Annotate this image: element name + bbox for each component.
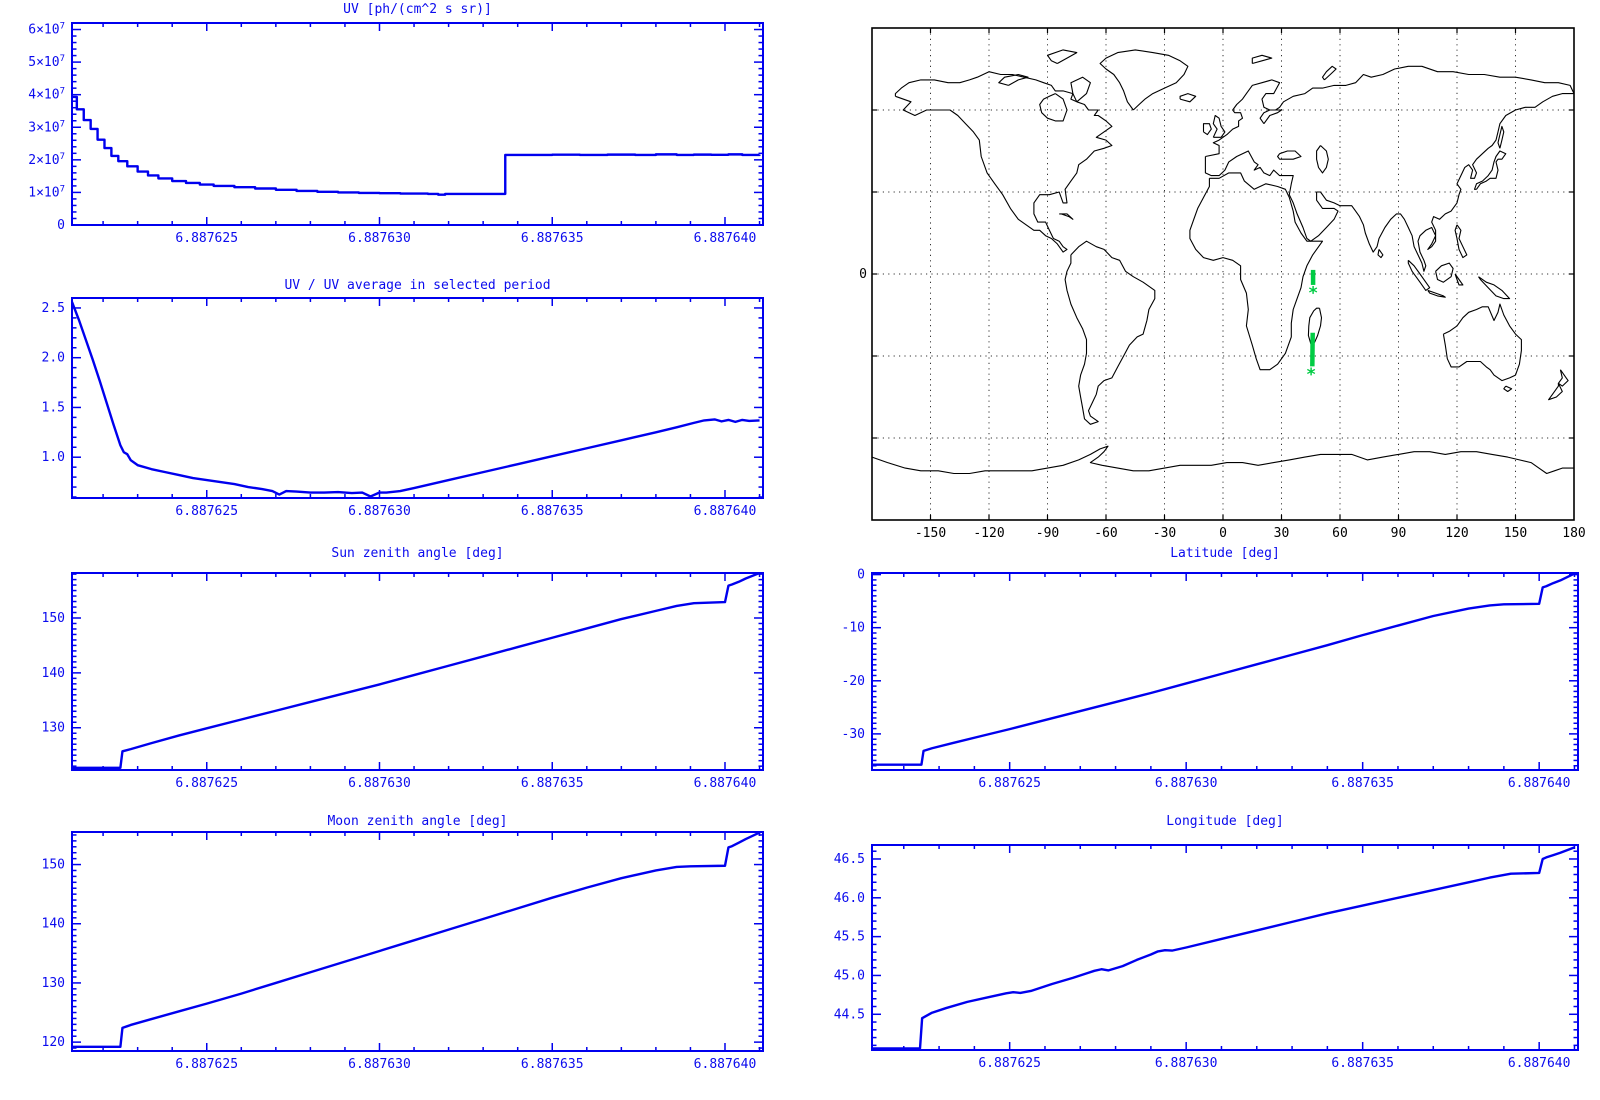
svg-text:2×107: 2×107 — [28, 152, 65, 168]
svg-text:6.887640: 6.887640 — [694, 776, 757, 791]
svg-text:6.887635: 6.887635 — [1331, 776, 1394, 791]
svg-text:-10: -10 — [842, 621, 865, 636]
svg-text:6.887640: 6.887640 — [1508, 776, 1571, 791]
svg-text:0: 0 — [1219, 526, 1227, 541]
svg-text:130: 130 — [42, 976, 65, 991]
uv-ratio-chart-title: UV / UV average in selected period — [284, 278, 551, 293]
svg-text:2.0: 2.0 — [42, 351, 65, 366]
svg-text:1.5: 1.5 — [42, 400, 65, 415]
svg-text:1.0: 1.0 — [42, 450, 65, 465]
svg-text:6.887630: 6.887630 — [1155, 776, 1218, 791]
svg-text:-150: -150 — [915, 526, 946, 541]
svg-text:-30: -30 — [842, 727, 865, 742]
svg-text:6.887640: 6.887640 — [694, 231, 757, 246]
svg-text:6.887635: 6.887635 — [521, 504, 584, 519]
svg-text:6.887625: 6.887625 — [978, 776, 1041, 791]
svg-text:120: 120 — [1445, 526, 1468, 541]
svg-text:150: 150 — [1504, 526, 1527, 541]
svg-text:46.5: 46.5 — [834, 852, 865, 867]
svg-text:90: 90 — [1391, 526, 1407, 541]
moon-zenith-chart-title: Moon zenith angle [deg] — [327, 814, 508, 829]
svg-text:1×107: 1×107 — [28, 184, 65, 200]
longitude-chart-title: Longitude [deg] — [1166, 814, 1284, 829]
svg-text:6.887630: 6.887630 — [348, 776, 411, 791]
sun-zenith-chart-title: Sun zenith angle [deg] — [331, 546, 504, 561]
svg-text:150: 150 — [42, 858, 65, 873]
svg-text:6.887625: 6.887625 — [175, 231, 238, 246]
svg-text:140: 140 — [42, 666, 65, 681]
svg-text:180: 180 — [1562, 526, 1585, 541]
svg-text:-120: -120 — [973, 526, 1004, 541]
svg-text:-20: -20 — [842, 674, 865, 689]
svg-text:44.5: 44.5 — [834, 1007, 865, 1022]
svg-text:6.887625: 6.887625 — [175, 776, 238, 791]
svg-text:0: 0 — [57, 218, 65, 233]
svg-text:2.5: 2.5 — [42, 301, 65, 316]
svg-text:6.887640: 6.887640 — [694, 504, 757, 519]
moon-zenith-plot-svg: 6.887625 6.887630 6.887635 6.887640 120 130 14… — [42, 831, 764, 1072]
svg-text:6×107: 6×107 — [28, 22, 65, 38]
longitude-plot-svg: 6.887625 6.887630 6.887635 6.887640 44.5 45.0… — [834, 844, 1579, 1071]
svg-text:3×107: 3×107 — [28, 119, 65, 135]
svg-text:130: 130 — [42, 721, 65, 736]
sun-zenith-chart: Sun zenith angle [deg] 6.887625 6.887630 6… — [0, 538, 790, 804]
svg-text:150: 150 — [42, 611, 65, 626]
svg-text:6.887630: 6.887630 — [348, 504, 411, 519]
uv-flux-chart: UV [ph/(cm^2 s sr)] 6.887625 6.887630 6.88… — [0, 0, 790, 266]
svg-text:45.0: 45.0 — [834, 968, 865, 983]
svg-text:6.887635: 6.887635 — [521, 231, 584, 246]
uv-ratio-plot-svg: 6.887625 6.887630 6.887635 6.887640 1.0 1.5 2.… — [42, 297, 764, 519]
svg-text:6.887630: 6.887630 — [1155, 1056, 1218, 1071]
svg-text:0: 0 — [857, 568, 865, 583]
svg-text:6.887640: 6.887640 — [1508, 1056, 1571, 1071]
svg-text:60: 60 — [1332, 526, 1348, 541]
svg-text:5×107: 5×107 — [28, 54, 65, 70]
svg-text:*: * — [1308, 284, 1318, 304]
svg-text:120: 120 — [42, 1035, 65, 1050]
uv-ratio-chart: UV / UV average in selected period 6.887… — [0, 272, 790, 534]
latitude-chart: Latitude [deg] 6.887625 6.887630 6.887635 6… — [800, 538, 1600, 804]
svg-text:-60: -60 — [1094, 526, 1117, 541]
world-map: * * -150 -120 -90 -60 -30 0 30 60 90 120 150 180 0 — [800, 0, 1600, 560]
svg-text:6.887635: 6.887635 — [521, 1057, 584, 1072]
svg-text:6.887625: 6.887625 — [175, 1057, 238, 1072]
svg-text:6.887625: 6.887625 — [175, 504, 238, 519]
svg-text:*: * — [1306, 365, 1316, 385]
world-map-svg: * * -150 -120 -90 -60 -30 0 30 60 90 120 150 180 0 — [859, 27, 1586, 541]
moon-zenith-chart: Moon zenith angle [deg] 6.887625 6.887630… — [0, 808, 790, 1100]
svg-text:6.887630: 6.887630 — [348, 1057, 411, 1072]
longitude-chart: Longitude [deg] 6.887625 6.887630 6.887635… — [800, 808, 1600, 1100]
svg-text:46.0: 46.0 — [834, 891, 865, 906]
uv-flux-chart-title: UV [ph/(cm^2 s sr)] — [343, 2, 492, 17]
svg-text:45.5: 45.5 — [834, 930, 865, 945]
svg-text:4×107: 4×107 — [28, 87, 65, 103]
svg-text:6.887635: 6.887635 — [1331, 1056, 1394, 1071]
svg-text:6.887630: 6.887630 — [348, 231, 411, 246]
svg-text:-90: -90 — [1036, 526, 1059, 541]
svg-text:6.887635: 6.887635 — [521, 776, 584, 791]
svg-text:6.887640: 6.887640 — [694, 1057, 757, 1072]
svg-text:6.887625: 6.887625 — [978, 1056, 1041, 1071]
uv-flux-plot-svg: 6.887625 6.887630 6.887635 6.887640 0 1×107 2×… — [28, 22, 764, 246]
svg-text:-30: -30 — [1153, 526, 1176, 541]
latitude-chart-title: Latitude [deg] — [1170, 546, 1280, 561]
svg-text:30: 30 — [1274, 526, 1290, 541]
svg-text:140: 140 — [42, 917, 65, 932]
svg-text:0: 0 — [859, 267, 867, 282]
latitude-plot-svg: 6.887625 6.887630 6.887635 6.887640 0 -10 -20 -… — [842, 568, 1579, 791]
sun-zenith-plot-svg: 6.887625 6.887630 6.887635 6.887640 130 140 15… — [42, 572, 764, 791]
